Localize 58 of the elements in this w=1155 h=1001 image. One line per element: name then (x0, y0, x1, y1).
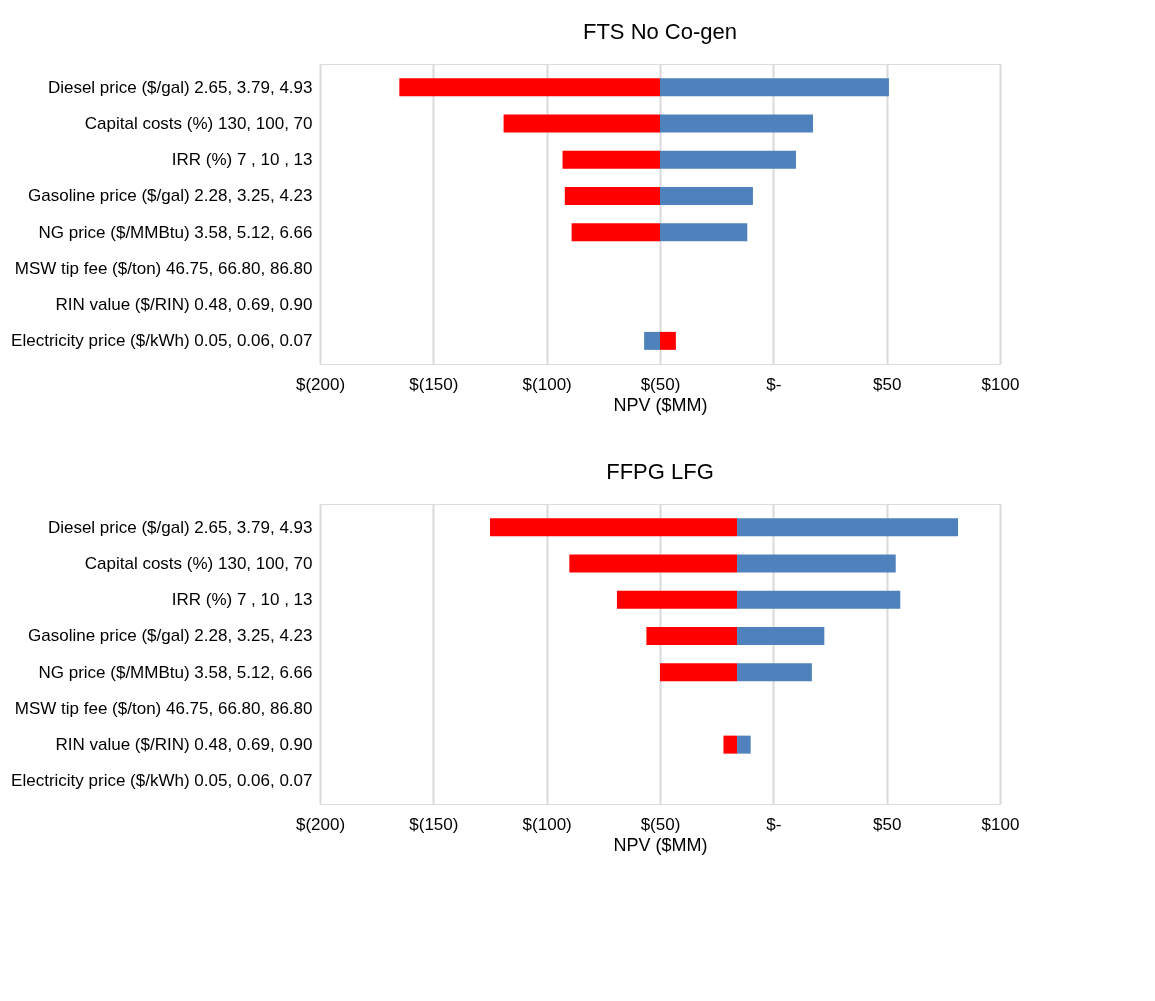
y-tick-label: Capital costs (%) 130, 100, 70 (84, 113, 313, 133)
bar (723, 735, 738, 754)
y-tick-label: RIN value ($/RIN) 0.48, 0.69, 0.90 (55, 735, 313, 755)
y-tick-label: Capital costs (%) 130, 100, 70 (84, 553, 313, 573)
bar (571, 223, 660, 242)
x-tick-label: $(50) (640, 374, 681, 394)
bar (737, 735, 751, 754)
x-tick-label: $50 (872, 374, 902, 394)
x-tick-label: $(150) (409, 374, 459, 394)
bar (660, 186, 753, 205)
y-tick-label: IRR (%) 7 , 10 , 13 (171, 150, 313, 170)
x-tick-label: $(50) (640, 814, 681, 834)
chart-title: FTS No Co-gen (582, 19, 738, 44)
bar (660, 331, 676, 350)
y-tick-label: Gasoline price ($/gal) 2.28, 3.25, 4.23 (28, 186, 313, 206)
x-tick-label: $- (766, 814, 782, 834)
x-tick-label: $(200) (295, 374, 346, 394)
bar (490, 518, 738, 537)
chart-title: FFPG LFG (606, 459, 714, 484)
x-axis-title: NPV ($MM) (613, 834, 708, 855)
bar (660, 150, 796, 169)
x-tick-label: $100 (981, 374, 1020, 394)
bar (660, 114, 813, 133)
x-tick-label: $(150) (409, 814, 459, 834)
x-tick-label: $- (766, 374, 782, 394)
x-tick-label: $50 (872, 814, 902, 834)
bar (644, 331, 660, 350)
bar (646, 626, 738, 645)
bar (569, 554, 738, 573)
x-tick-label: $100 (981, 814, 1020, 834)
x-axis-title: NPV ($MM) (613, 394, 708, 415)
bar (737, 663, 812, 682)
bar (503, 114, 660, 133)
bar (737, 590, 901, 609)
y-tick-label: IRR (%) 7 , 10 , 13 (171, 590, 313, 610)
x-tick-label: $(200) (295, 814, 346, 834)
bar (737, 626, 825, 645)
y-tick-label: Diesel price ($/gal) 2.65, 3.79, 4.93 (47, 517, 313, 537)
bar (660, 663, 738, 682)
bar (564, 186, 660, 205)
bar (660, 223, 748, 242)
bar (399, 78, 660, 97)
y-tick-label: Electricity price ($/kWh) 0.05, 0.06, 0.07 (11, 771, 313, 791)
y-tick-label: MSW tip fee ($/ton) 46.75, 66.80, 86.80 (14, 258, 313, 278)
y-tick-label: Diesel price ($/gal) 2.65, 3.79, 4.93 (47, 77, 313, 97)
bar (660, 78, 889, 97)
bar (737, 554, 896, 573)
y-tick-label: NG price ($/MMBtu) 3.58, 5.12, 6.66 (38, 222, 313, 242)
x-tick-label: $(100) (522, 814, 572, 834)
y-tick-label: NG price ($/MMBtu) 3.58, 5.12, 6.66 (38, 662, 313, 682)
bar (737, 518, 959, 537)
y-tick-label: RIN value ($/RIN) 0.48, 0.69, 0.90 (55, 295, 313, 315)
bar (616, 590, 738, 609)
y-tick-label: Electricity price ($/kWh) 0.05, 0.06, 0.07 (11, 331, 313, 351)
y-tick-label: Gasoline price ($/gal) 2.28, 3.25, 4.23 (28, 626, 313, 646)
bar (562, 150, 660, 169)
y-tick-label: MSW tip fee ($/ton) 46.75, 66.80, 86.80 (14, 698, 313, 718)
x-tick-label: $(100) (522, 374, 572, 394)
